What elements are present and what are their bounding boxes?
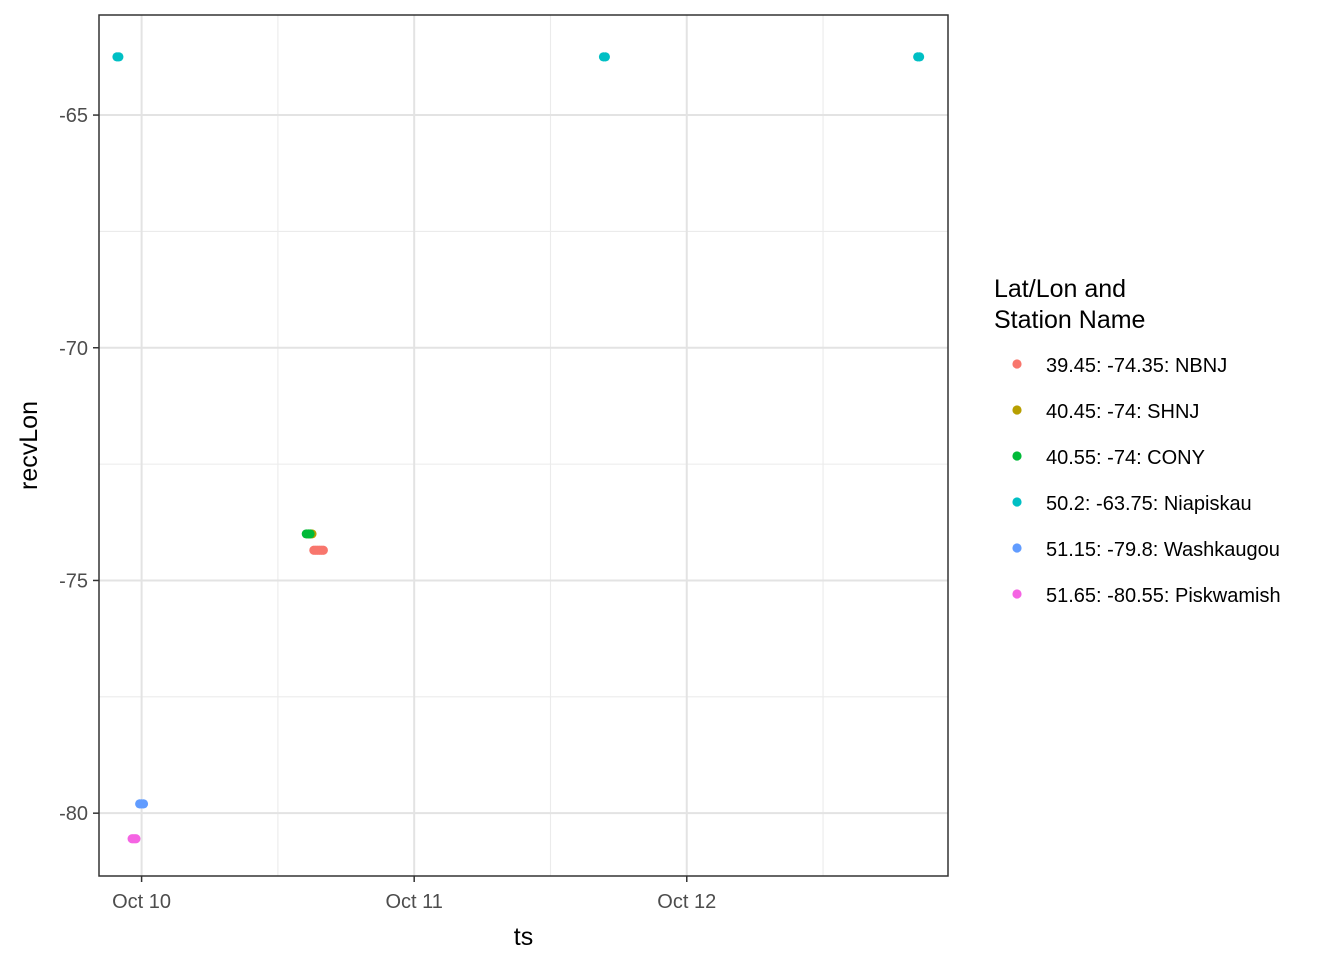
legend-label: 40.45: -74: SHNJ — [1046, 401, 1199, 423]
legend-label: 51.65: -80.55: Piskwamish — [1046, 585, 1281, 607]
legend-key — [1012, 589, 1022, 599]
legend-label: 40.55: -74: CONY — [1046, 447, 1205, 469]
legend-items: 39.45: -74.35: NBNJ 40.45: -74: SHNJ 40.55… — [1012, 355, 1281, 607]
plot-panel-border — [98, 14, 949, 877]
legend-title-line-2: Station Name — [994, 306, 1145, 334]
legend-label: 51.15: -79.8: Washkaugou — [1046, 539, 1280, 561]
y-tick-label: -75 — [59, 570, 88, 592]
y-tick-label: -65 — [59, 105, 88, 127]
legend: Lat/Lon and Station Name 39.45: -74.35: … — [994, 275, 1281, 607]
data-point — [305, 529, 315, 539]
legend-key — [1012, 359, 1022, 369]
legend-title-line-1: Lat/Lon and — [994, 275, 1126, 303]
data-points — [112, 52, 925, 844]
data-point — [318, 545, 328, 555]
y-axis-title: recvLon — [15, 401, 43, 490]
x-axis: Oct 10 Oct 11 Oct 12 — [112, 876, 716, 913]
data-point — [138, 799, 149, 809]
legend-key — [1012, 497, 1022, 507]
y-tick-label: -70 — [59, 338, 88, 360]
x-axis-title: ts — [514, 923, 533, 951]
x-tick-label: Oct 10 — [112, 891, 171, 913]
legend-label: 39.45: -74.35: NBNJ — [1046, 355, 1227, 377]
legend-key — [1012, 405, 1022, 415]
x-tick-label: Oct 11 — [385, 891, 442, 913]
x-tick-label: Oct 12 — [657, 891, 716, 913]
data-point — [915, 52, 925, 62]
data-point — [131, 834, 141, 844]
major-gridlines — [99, 15, 948, 876]
legend-key — [1012, 451, 1022, 461]
minor-gridlines — [99, 15, 948, 876]
legend-label: 50.2: -63.75: Niapiskau — [1046, 493, 1252, 515]
y-tick-label: -80 — [59, 803, 88, 825]
y-axis: -65 -70 -75 -80 — [59, 105, 99, 825]
legend-key — [1012, 543, 1022, 553]
data-point — [600, 52, 610, 62]
data-point — [114, 52, 124, 62]
